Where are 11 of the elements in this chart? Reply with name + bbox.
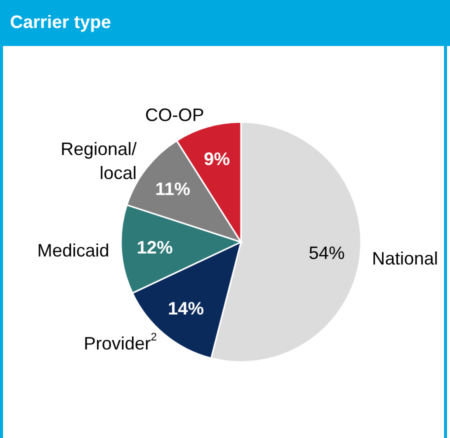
slice-label: Regional/local — [60, 139, 137, 184]
data-label: 12% — [136, 237, 173, 258]
slice-label: National — [372, 248, 438, 269]
data-label: 14% — [168, 298, 204, 319]
data-label: 9% — [204, 149, 230, 170]
slice-label: Provider$^{2}$ — [84, 332, 157, 354]
data-label: 11% — [155, 179, 190, 200]
slice-label: Medicaid — [37, 240, 110, 260]
slice-label: CO-OP — [145, 105, 204, 126]
chart-title: Carrier type — [10, 12, 112, 33]
data-label: 54% — [308, 242, 345, 263]
